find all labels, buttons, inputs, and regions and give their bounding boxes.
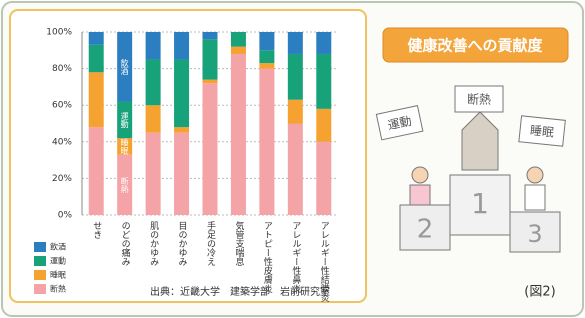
bar-segment <box>174 59 189 127</box>
y-tick-label: 0% <box>58 211 73 221</box>
x-tick-label: のどの痛み <box>120 221 130 266</box>
bar-segment <box>174 32 189 59</box>
x-tick-label: アレルギー性鼻炎 <box>290 221 301 293</box>
segment-label: 飲酒 <box>120 58 129 76</box>
figure <box>412 167 428 183</box>
segment-label: 断熱 <box>120 176 129 194</box>
x-tick-label: アトピー性皮膚炎 <box>262 221 273 293</box>
bar-segment <box>288 124 303 216</box>
legend-label: 睡眠 <box>50 271 66 280</box>
bar-segment <box>89 32 104 45</box>
y-tick-label: 80% <box>52 64 72 74</box>
x-tick-label: せき <box>91 221 102 239</box>
bar-segment <box>259 69 274 215</box>
legend-label: 運動 <box>50 257 66 266</box>
figure <box>527 167 543 183</box>
bar-segment <box>203 80 218 84</box>
bar-segment <box>231 54 246 215</box>
bar-segment <box>174 133 189 215</box>
rank: 2 <box>417 215 434 245</box>
segment-label: 運動 <box>120 112 129 129</box>
bar-segment <box>89 45 104 72</box>
bar-segment <box>203 83 218 215</box>
legend-swatch <box>34 256 46 266</box>
bar-segment <box>231 47 246 54</box>
rank: 3 <box>527 220 542 248</box>
source: 出典：近畿大学 建築学部 岩前研究室 <box>150 285 330 298</box>
bar-segment <box>316 32 331 54</box>
legend-swatch <box>34 270 46 280</box>
bar-segment <box>231 32 246 47</box>
sign-text: 睡眠 <box>529 123 554 139</box>
legend-swatch <box>34 242 46 252</box>
legend-label: 断熱 <box>50 284 66 294</box>
y-tick-label: 60% <box>52 101 72 111</box>
bar-segment <box>146 133 161 215</box>
bar-segment <box>146 32 161 59</box>
bar-segment <box>316 54 331 109</box>
bar-segment <box>203 39 218 79</box>
x-tick-label: 肌のかゆみ <box>148 221 159 266</box>
x-tick-label: 目のかゆみ <box>177 221 188 266</box>
legend-swatch <box>34 284 46 294</box>
bar-segment <box>203 32 218 39</box>
y-tick-label: 100% <box>46 28 72 38</box>
figure <box>410 185 430 205</box>
bar-segment <box>259 50 274 63</box>
bar-segment <box>288 32 303 54</box>
figure <box>525 185 545 210</box>
bar-segment <box>146 59 161 105</box>
bar-segment <box>316 109 331 142</box>
rank: 1 <box>471 187 489 220</box>
infographic: 0%20%40%60%80%100%せき断熱睡眠運動飲酒のどの痛み肌のかゆみ目の… <box>0 0 585 318</box>
y-tick-label: 40% <box>52 137 72 147</box>
bar-segment <box>89 72 104 127</box>
bar-segment <box>259 63 274 68</box>
legend-label: 飲酒 <box>50 242 66 252</box>
sign-text: 断熱 <box>467 92 491 107</box>
bar-segment <box>316 142 331 215</box>
bar-segment <box>89 127 104 215</box>
bar-segment <box>288 100 303 124</box>
y-tick-label: 20% <box>52 174 72 184</box>
x-tick-label: 気管支喘息 <box>233 220 244 266</box>
figure-label: (図2) <box>524 285 555 300</box>
illustration-title: 健康改善への貢献度 <box>407 37 543 55</box>
segment-label: 睡眠 <box>120 138 129 155</box>
x-tick-label: 手足の冷え <box>205 220 216 266</box>
bar-segment <box>146 105 161 132</box>
bar-segment <box>288 54 303 100</box>
bar-segment <box>259 32 274 50</box>
bar-segment <box>174 127 189 132</box>
